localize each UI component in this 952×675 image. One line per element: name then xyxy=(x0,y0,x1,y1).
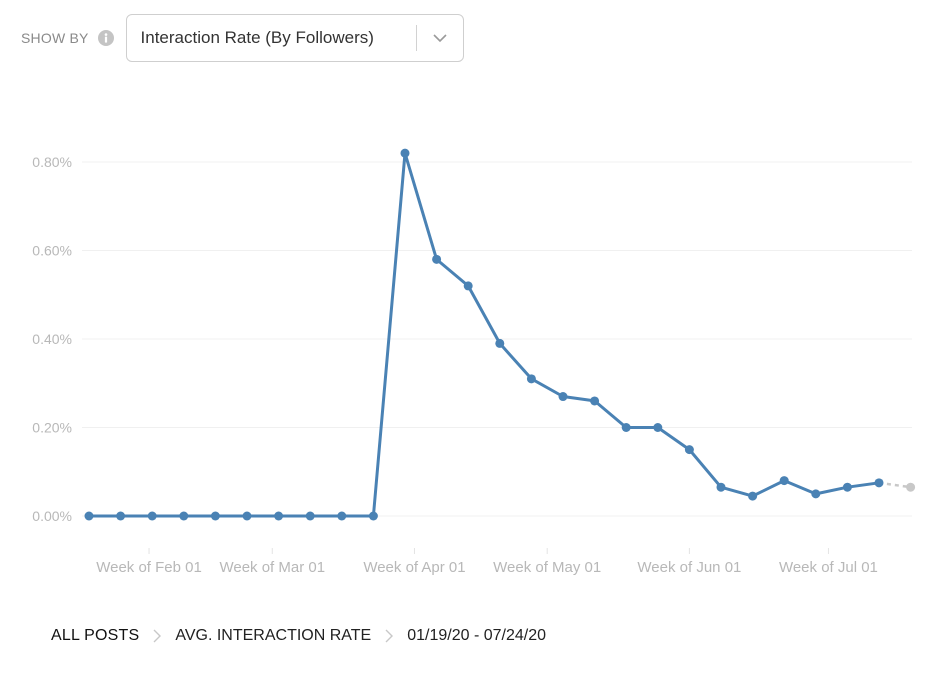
data-point xyxy=(495,338,505,348)
y-tick-label: 0.40% xyxy=(32,331,72,347)
chevron-right-icon xyxy=(153,629,162,643)
x-tick-label: Week of Jun 01 xyxy=(637,559,741,576)
series-line xyxy=(89,151,880,518)
x-tick-label: Week of Mar 01 xyxy=(219,559,325,576)
select-divider xyxy=(415,25,417,51)
data-point xyxy=(684,445,694,455)
breadcrumb-avg-interaction-rate[interactable]: AVG. INTERACTION RATE xyxy=(175,627,372,644)
interaction-rate-chart: 0.00% 0.20% 0.40% 0.60% 0.80% Week of Feb 01… xyxy=(32,148,916,576)
data-point xyxy=(558,392,568,402)
data-point xyxy=(874,478,884,488)
x-tick-label: Week of May 01 xyxy=(493,559,601,576)
data-point xyxy=(526,374,536,384)
data-point xyxy=(842,482,852,492)
data-point xyxy=(305,511,315,521)
data-point xyxy=(368,511,378,521)
data-point xyxy=(811,489,821,499)
projection-line xyxy=(878,481,911,489)
data-point xyxy=(84,511,94,521)
show-by-label: SHOW BY xyxy=(21,30,89,46)
grid-lines xyxy=(82,161,912,517)
metric-select-value: Interaction Rate (By Followers) xyxy=(140,28,374,47)
data-point xyxy=(210,511,220,521)
data-point xyxy=(748,491,758,501)
data-point xyxy=(716,482,726,492)
projection-point xyxy=(906,482,916,492)
series-lines xyxy=(89,151,911,518)
y-tick-label: 0.80% xyxy=(32,154,72,170)
data-point xyxy=(779,476,789,486)
y-tick-label: 0.00% xyxy=(32,508,72,524)
data-point xyxy=(590,396,600,406)
x-tick-label: Week of Jul 01 xyxy=(779,559,878,576)
data-point xyxy=(337,511,347,521)
show-by-toolbar: SHOW BY Interaction Rate (By Followers) xyxy=(21,14,464,62)
x-axis-tick-labels: Week of Feb 01 Week of Mar 01 Week of Apr … xyxy=(96,548,878,576)
x-tick-label: Week of Apr 01 xyxy=(363,559,465,576)
data-point xyxy=(400,148,410,158)
data-point xyxy=(463,281,473,291)
data-point xyxy=(179,511,189,521)
breadcrumb-all-posts[interactable]: ALL POSTS xyxy=(51,627,140,644)
series-points xyxy=(84,148,916,521)
chevron-down-icon[interactable] xyxy=(417,15,463,61)
y-tick-label: 0.60% xyxy=(32,243,72,259)
data-point xyxy=(432,254,442,264)
y-axis-tick-labels: 0.00% 0.20% 0.40% 0.60% 0.80% xyxy=(32,154,72,524)
x-tick-label: Week of Feb 01 xyxy=(96,559,202,576)
data-point xyxy=(621,423,631,432)
breadcrumb-date-range: 01/19/20 - 07/24/20 xyxy=(407,627,547,644)
breadcrumb: ALL POSTS AVG. INTERACTION RATE 01/19/20… xyxy=(51,627,546,645)
data-point xyxy=(147,511,157,521)
info-icon[interactable] xyxy=(97,30,114,46)
data-point xyxy=(116,511,126,521)
data-point xyxy=(242,511,252,521)
metric-select[interactable]: Interaction Rate (By Followers) xyxy=(125,14,464,62)
y-tick-label: 0.20% xyxy=(32,420,72,436)
data-point xyxy=(274,511,284,521)
chevron-right-icon xyxy=(385,629,394,643)
data-point xyxy=(653,423,663,432)
